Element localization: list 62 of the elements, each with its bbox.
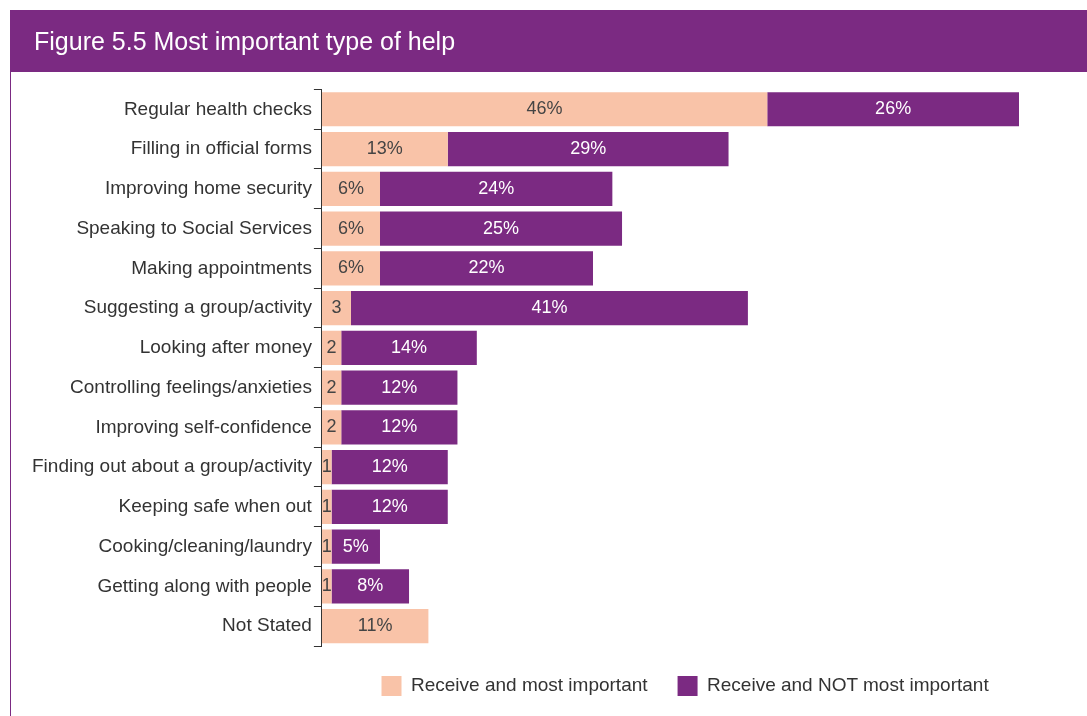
y-tick-label: Making appointments — [131, 256, 312, 278]
data-label: 2 — [326, 336, 337, 357]
data-label: 11% — [357, 615, 393, 636]
bar — [350, 290, 748, 326]
data-label: 12% — [371, 495, 408, 516]
bar — [321, 131, 448, 167]
data-label: 2 — [326, 416, 337, 437]
data-label: 46% — [526, 98, 563, 119]
data-label: 14% — [391, 336, 428, 357]
data-label: 8% — [357, 575, 384, 596]
y-tick-label: Filling in official forms — [130, 137, 312, 159]
bar — [379, 211, 623, 246]
data-label: 12% — [371, 456, 408, 477]
y-tick-label: Looking after money — [139, 336, 313, 358]
bar — [321, 609, 429, 644]
data-label: 24% — [478, 177, 515, 198]
bar — [379, 251, 593, 286]
legend-label: Receive and NOT most important — [707, 674, 990, 696]
data-label: 41% — [531, 297, 568, 318]
y-tick-label: Cooking/cleaning/laundry — [98, 534, 313, 556]
bar — [321, 290, 351, 326]
bar — [341, 330, 477, 365]
data-label: 1 — [321, 495, 332, 516]
bar — [331, 450, 448, 485]
y-tick-label: Finding out about a group/activity — [31, 455, 313, 477]
y-tick-label: Improving self-confidence — [95, 415, 312, 437]
data-label: 12% — [381, 376, 418, 397]
bar — [321, 370, 342, 405]
bar — [331, 569, 410, 604]
data-label: 12% — [381, 416, 418, 437]
y-tick-label: Controlling feelings/anxieties — [70, 375, 312, 397]
y-tick-label: Improving home security — [104, 177, 313, 199]
data-label: 25% — [483, 217, 520, 238]
bar — [321, 92, 768, 127]
data-label: 26% — [875, 98, 912, 119]
data-label: 1 — [321, 575, 332, 596]
bar — [341, 370, 458, 405]
data-label: 3 — [331, 297, 342, 318]
y-tick-label: Not Stated — [222, 614, 312, 636]
bar — [767, 92, 1019, 127]
data-label: 6% — [337, 217, 364, 238]
bar — [447, 131, 729, 167]
bar — [331, 489, 448, 524]
data-label: 6% — [337, 177, 364, 198]
data-label: 2 — [326, 376, 337, 397]
y-tick-label: Regular health checks — [123, 97, 312, 119]
chart-title: Figure 5.5 Most important type of help — [10, 10, 1087, 72]
data-label: 13% — [366, 138, 403, 158]
bar — [321, 211, 380, 246]
bar — [379, 171, 613, 206]
data-label: 22% — [468, 257, 505, 278]
y-tick-label: Getting along with people — [97, 574, 312, 596]
legend-label: Receive and most important — [411, 674, 649, 696]
data-label: 29% — [570, 138, 607, 158]
bar — [341, 410, 458, 445]
data-label: 1 — [321, 456, 332, 477]
y-tick-label: Suggesting a group/activity — [83, 296, 313, 318]
y-tick-label: Keeping safe when out — [118, 495, 313, 517]
data-label: 1 — [321, 535, 332, 556]
data-label: 5% — [342, 535, 369, 556]
y-tick-label: Speaking to Social Services — [76, 216, 312, 238]
data-label: 6% — [337, 257, 364, 278]
